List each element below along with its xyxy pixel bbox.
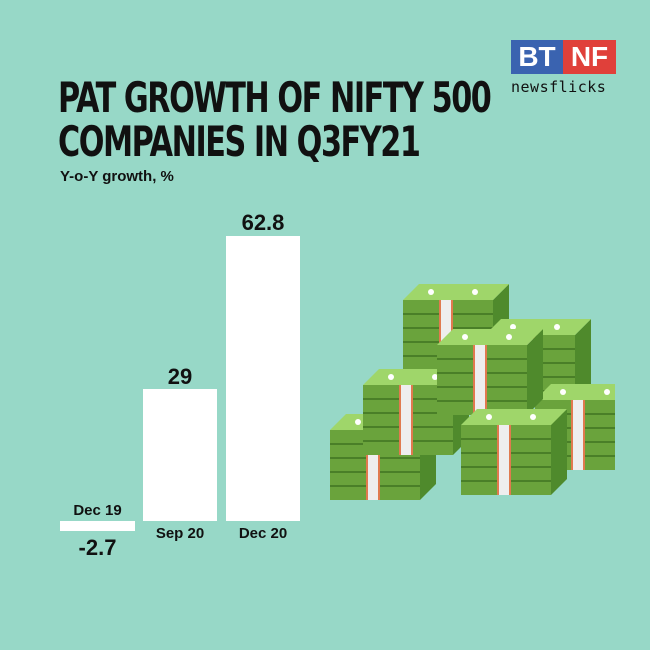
logo-nf: NF bbox=[563, 40, 616, 74]
value-label: -2.7 bbox=[78, 535, 117, 560]
bar-dec-20 bbox=[226, 236, 300, 521]
bar-sep-20 bbox=[143, 389, 217, 521]
title-line-2: COMPANIES IN Q3FY21 bbox=[58, 117, 421, 166]
category-label: Sep 20 bbox=[155, 525, 205, 542]
title-line-1: PAT GROWTH OF NIFTY 500 bbox=[58, 73, 492, 122]
logo-tagline: newsflicks bbox=[511, 78, 607, 96]
money-stacks-icon bbox=[329, 283, 615, 501]
bar-dec-19 bbox=[60, 521, 135, 531]
category-label: Dec 19 bbox=[73, 502, 122, 519]
btnf-logo: BT NF newsflicks bbox=[511, 40, 616, 96]
category-label: Dec 20 bbox=[238, 525, 288, 542]
logo-bt: BT bbox=[511, 40, 563, 74]
chart-title: PAT GROWTH OF NIFTY 500 COMPANIES IN Q3F… bbox=[58, 73, 492, 166]
value-label: 62.8 bbox=[241, 210, 285, 235]
chart-subtitle: Y-o-Y growth, % bbox=[60, 168, 174, 185]
value-label: 29 bbox=[167, 364, 193, 389]
